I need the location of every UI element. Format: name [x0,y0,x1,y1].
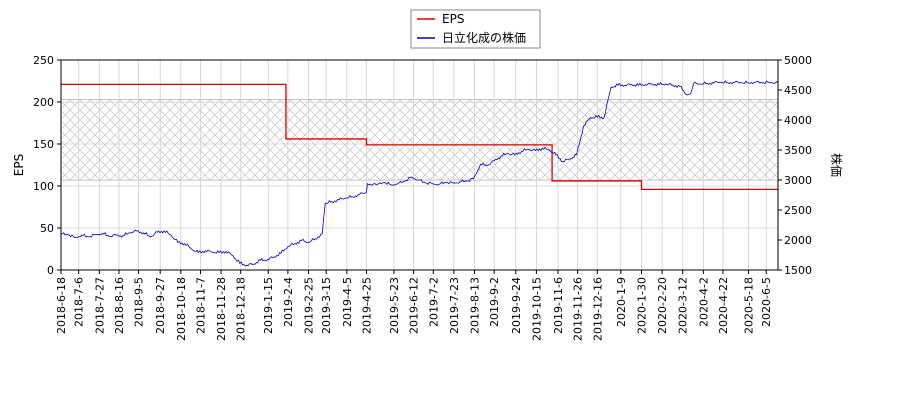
y-axis-left-title: EPS [12,154,26,176]
x-tick-label: 2020-3-12 [677,277,690,334]
x-tick-label: 2018-11-28 [215,277,228,341]
x-tick-label: 2018-7-27 [93,277,106,334]
y-tick-label-right: 4000 [784,114,812,127]
y-tick-label-right: 2500 [784,204,812,217]
x-tick-label: 2019-4-25 [360,277,373,334]
x-tick-label: 2019-11-26 [572,277,585,341]
y-tick-label-right: 4500 [784,84,812,97]
y-tick-label-right: 1500 [784,264,812,277]
x-tick-label: 2019-5-23 [388,277,401,334]
x-tick-label: 2019-1-15 [262,277,275,334]
x-tick-label: 2019-2-4 [282,277,295,327]
x-tick-label: 2019-8-13 [469,277,482,334]
x-tick-label: 2019-7-2 [427,277,440,327]
x-tick-label: 2019-2-25 [303,277,316,334]
y-tick-label-left: 100 [33,180,54,193]
x-tick-label: 2020-4-22 [717,277,730,334]
series-layer [60,80,779,267]
x-tick-label: 2019-12-16 [591,277,604,341]
y-tick-label-right: 2000 [784,234,812,247]
y-tick-label-right: 3000 [784,174,812,187]
legend-label-stock-price: 日立化成の株価 [442,30,526,45]
x-tick-label: 2020-2-20 [656,277,669,334]
x-tick-label: 2020-1-9 [615,277,628,327]
x-axis: 2018-6-18 2018-7-6 2018-7-27 2018-8-16 2018-… [55,270,773,341]
x-tick-label: 2019-11-6 [552,277,565,334]
x-tick-label: 2018-11-7 [194,277,207,334]
y-axis-right: 1500 2000 2500 3000 3500 4000 4500 5000 [778,54,812,277]
x-tick-label: 2019-7-23 [448,277,461,334]
x-tick-label: 2018-6-18 [55,277,68,334]
x-tick-label: 2019-6-12 [408,277,421,334]
band-layer [61,99,778,181]
legend-label-eps: EPS [442,12,464,26]
y-tick-label-left: 50 [40,222,54,235]
grid-layer [60,59,778,271]
hatched-band [61,99,778,181]
y-axis-right-title: 株価 [829,153,844,177]
y-axis-left: 0 50 100 150 200 250 [33,54,61,277]
x-tick-label: 2018-10-18 [175,277,188,341]
legend-box [410,9,541,49]
y-tick-label-right: 3500 [784,144,812,157]
y-tick-label-left: 150 [33,138,54,151]
x-tick-label: 2019-9-24 [510,277,523,334]
x-tick-label: 2019-3-15 [320,277,333,334]
x-tick-label: 2018-12-18 [235,277,248,341]
y-tick-label-left: 200 [33,96,54,109]
x-tick-label: 2019-9-2 [488,277,501,327]
x-tick-label: 2018-9-5 [133,277,146,327]
x-tick-label: 2018-8-16 [113,277,126,334]
plot-frame [60,59,779,271]
x-tick-label: 2020-4-2 [697,277,710,327]
eps-series-line [61,83,778,191]
x-tick-label: 2020-6-5 [760,277,773,327]
y-tick-label-right: 5000 [784,54,812,67]
x-tick-label: 2018-7-6 [73,277,86,327]
y-tick-label-left: 250 [33,54,54,67]
x-tick-label: 2018-9-27 [154,277,167,334]
x-tick-label: 2020-1-30 [635,277,648,334]
stock-price-series-line [60,80,779,267]
legend: EPS 日立化成の株価 [410,9,541,49]
x-tick-label: 2020-5-18 [743,277,756,334]
x-tick-label: 2019-4-5 [341,277,354,327]
y-tick-label-left: 0 [47,264,54,277]
x-tick-label: 2019-10-15 [530,277,543,341]
